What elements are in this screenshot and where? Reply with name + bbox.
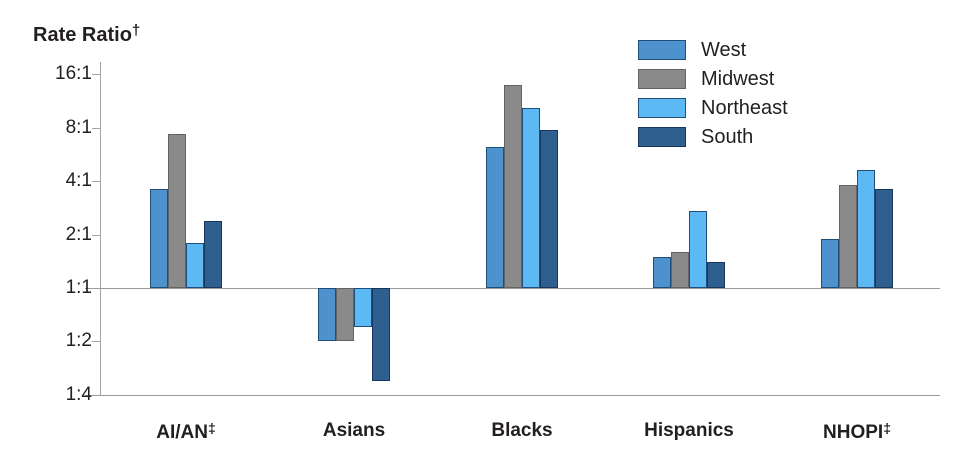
y-tick-label-4-1: 4:1 [65, 170, 92, 192]
legend-label-northeast: Northeast [701, 97, 788, 119]
bar-midwest-asians [336, 288, 354, 342]
legend: West Midwest Northeast South [638, 38, 788, 149]
legend-item-west: West [638, 38, 788, 62]
bar-midwest-ai-an [168, 133, 186, 288]
y-tick-label-1-1: 1:1 [65, 277, 92, 298]
bar-south-blacks [540, 129, 558, 288]
bar-west-asians [318, 288, 336, 342]
legend-swatch-northeast [638, 98, 686, 118]
tick-2-1 [92, 234, 100, 236]
bar-midwest-blacks [504, 85, 522, 288]
x-category-label-nhopi: NHOPI‡ [823, 420, 891, 443]
tick-4-1 [92, 181, 100, 183]
gridline-1-1 [85, 288, 940, 289]
bar-northeast-hispanics [689, 211, 707, 288]
bar-northeast-nhopi [857, 170, 875, 288]
bar-northeast-ai-an [186, 242, 204, 288]
bar-west-blacks [486, 147, 504, 288]
legend-swatch-west [638, 40, 686, 60]
chart-title: Rate Ratio† [33, 22, 140, 47]
legend-item-midwest: Midwest [638, 67, 788, 91]
y-tick-label-2-1: 2:1 [65, 223, 92, 245]
x-category-label-asians: Asians [322, 420, 386, 441]
x-category-label-ai-an: AI/AN‡ [156, 420, 216, 443]
y-tick-label-8-1: 8:1 [65, 116, 92, 138]
y-tick-label-16-1: 16:1 [55, 63, 92, 85]
bar-west-hispanics [653, 256, 671, 288]
bar-northeast-asians [354, 288, 372, 328]
y-tick-label-1-2: 1:2 [65, 330, 92, 352]
legend-item-south: South [638, 125, 788, 149]
x-category-label-blacks: Blacks [491, 420, 553, 441]
legend-label-west: West [701, 39, 747, 61]
legend-label-midwest: Midwest [701, 68, 775, 90]
double-dagger-footnote-mark: ‡ [207, 420, 216, 436]
legend-swatch-south [638, 127, 686, 147]
y-tick-label-1-4: 1:4 [65, 383, 92, 405]
bar-midwest-nhopi [839, 185, 857, 288]
bar-south-ai-an [204, 220, 222, 288]
gridline-1-4 [85, 394, 940, 396]
tick-1-2 [92, 341, 100, 343]
tick-16-1 [92, 74, 100, 76]
bar-west-nhopi [821, 238, 839, 288]
dagger-footnote-mark: † [131, 22, 141, 39]
bar-midwest-hispanics [671, 251, 689, 288]
tick-8-1 [92, 127, 100, 129]
bar-northeast-blacks [522, 107, 540, 288]
bar-south-asians [372, 288, 390, 381]
legend-swatch-midwest [638, 69, 686, 89]
legend-label-south: South [701, 126, 754, 148]
x-category-label-hispanics: Hispanics [644, 420, 734, 441]
legend-item-northeast: Northeast [638, 96, 788, 120]
chart-title-text: Rate Ratio [33, 24, 132, 46]
bar-south-nhopi [875, 189, 893, 288]
double-dagger-footnote-mark: ‡ [883, 420, 891, 436]
bar-west-ai-an [150, 189, 168, 288]
bar-south-hispanics [707, 262, 725, 288]
y-axis-line [100, 62, 101, 396]
